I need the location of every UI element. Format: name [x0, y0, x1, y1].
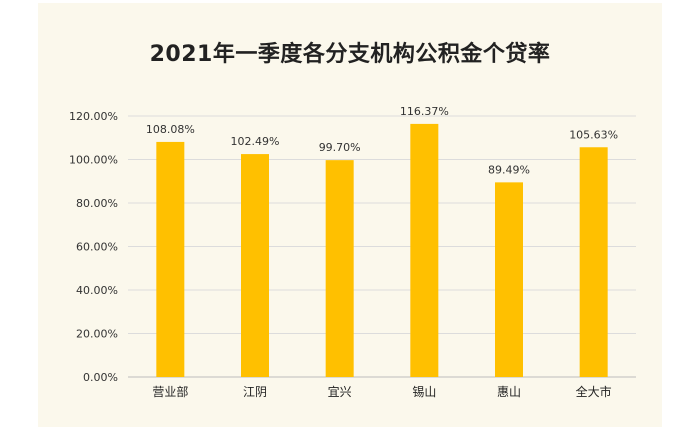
- chart-title: 2021年一季度各分支机构公积金个贷率: [149, 42, 551, 67]
- y-tick-label: 60.00%: [76, 241, 118, 254]
- x-tick-label: 江阴: [243, 385, 267, 399]
- data-label: 99.70%: [319, 141, 361, 154]
- data-label: 105.63%: [569, 128, 618, 141]
- y-tick-label: 0.00%: [83, 371, 118, 384]
- x-tick-label: 营业部: [152, 384, 188, 399]
- y-tick-label: 100.00%: [69, 154, 118, 167]
- data-label: 102.49%: [231, 135, 280, 148]
- data-label: 116.37%: [400, 105, 449, 118]
- x-tick-label: 锡山: [412, 384, 436, 399]
- bar: [156, 141, 185, 377]
- bar: [325, 160, 354, 377]
- x-tick-label: 全大市: [576, 384, 612, 399]
- y-tick-label: 40.00%: [76, 284, 118, 297]
- y-tick-label: 80.00%: [76, 197, 118, 210]
- x-tick-label: 惠山: [497, 385, 521, 399]
- data-label: 108.08%: [146, 123, 195, 136]
- y-tick-label: 20.00%: [76, 328, 118, 341]
- bar: [241, 154, 269, 377]
- x-tick-label: 宜兴: [328, 384, 352, 399]
- bar: [410, 123, 439, 377]
- bar: [495, 182, 523, 377]
- data-label: 89.49%: [488, 163, 530, 176]
- y-tick-label: 120.00%: [69, 110, 118, 123]
- bar: [579, 147, 608, 377]
